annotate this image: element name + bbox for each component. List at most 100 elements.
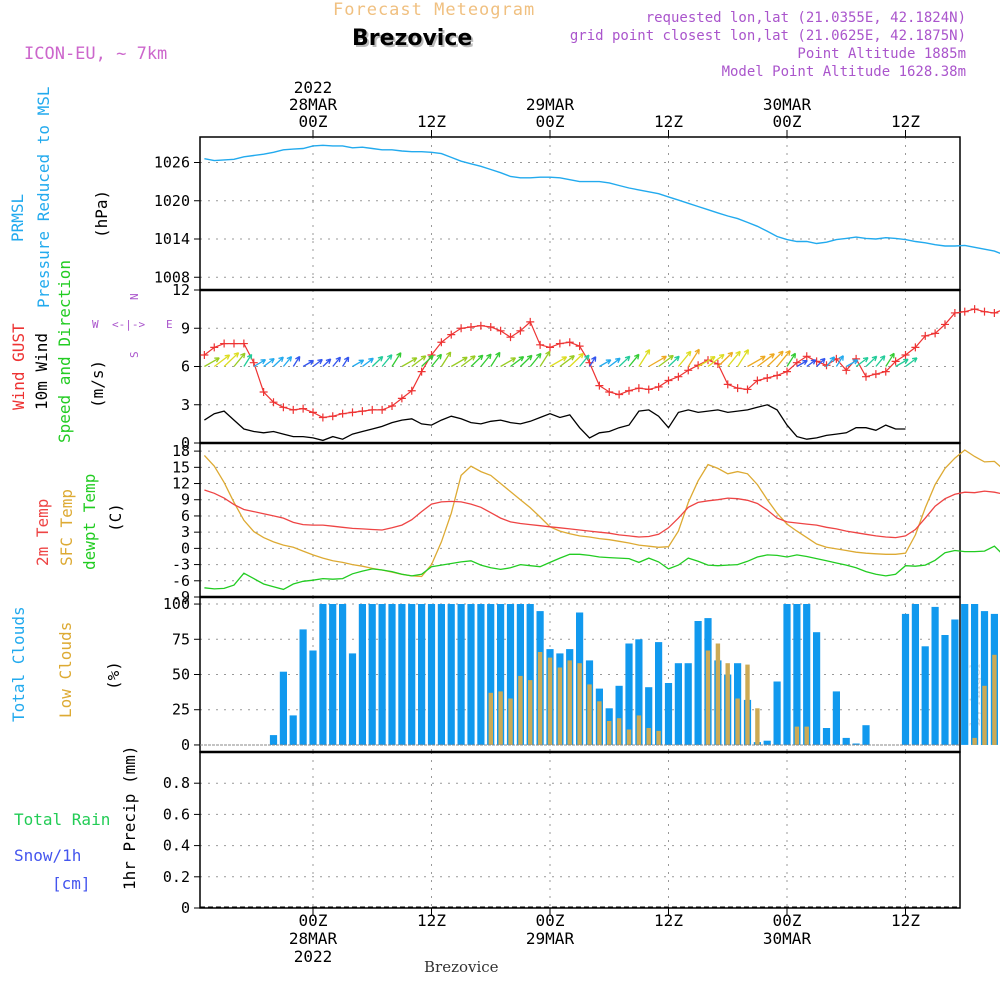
total-cloud-bar (358, 604, 366, 745)
gust-marker (546, 343, 554, 352)
wind-direction-arrow (599, 359, 612, 368)
total-cloud-bar (368, 604, 376, 745)
wind-direction-arrow (835, 355, 844, 367)
total-cloud-bar (427, 604, 436, 745)
wind-direction-arrow (312, 358, 323, 368)
total-cloud-bar (971, 604, 979, 745)
total-cloud-bar (921, 646, 929, 745)
total-cloud-bar (852, 743, 860, 745)
y-tick-label: 9 (181, 319, 190, 337)
temp2m-line (204, 489, 1000, 539)
gust-marker (388, 402, 396, 411)
total-cloud-bar (506, 604, 515, 745)
low-cloud-bar (992, 654, 997, 745)
gust-marker (891, 357, 900, 366)
bottom-tick-hour: 12Z (417, 911, 446, 930)
y-tick-label: 1014 (154, 230, 190, 248)
low-cloud-bar (646, 728, 651, 745)
low-cloud-bar (567, 660, 572, 745)
gust-marker (871, 370, 880, 379)
gust-marker (773, 371, 782, 380)
wind-direction-arrow (440, 351, 452, 367)
total-cloud-bar (497, 604, 505, 745)
total-cloud-bar (269, 735, 278, 745)
gust-marker (437, 338, 446, 347)
wind-direction-arrow (362, 357, 374, 368)
total-cloud-bar (813, 632, 821, 745)
y-tick-label: 25 (172, 701, 190, 719)
prmsl-line (204, 144, 1000, 254)
low-cloud-bar (528, 680, 533, 745)
total-cloud-bar (615, 685, 623, 745)
cloud-panel: 0 25 50 75 100 (163, 595, 998, 754)
low-cloud-bar (755, 708, 760, 745)
wind-direction-arrow (500, 357, 517, 368)
low-cloud-bar (656, 730, 661, 745)
wind-direction-arrow (430, 353, 443, 367)
total-cloud-bar (447, 604, 455, 745)
total-cloud-bar (378, 604, 386, 745)
wind-direction-arrow (263, 357, 275, 368)
gust-marker (654, 382, 663, 391)
total-cloud-bar (822, 728, 831, 745)
wind-direction-arrow (243, 353, 253, 367)
total-cloud-bar (931, 606, 939, 745)
top-tick-hour: 12Z (891, 112, 920, 131)
top-tick-hour: 00Z (773, 112, 802, 131)
bottom-tick-date: 29MAR (526, 929, 575, 948)
gust-marker (664, 376, 673, 385)
total-cloud-bar (625, 643, 633, 745)
wind-direction-arrow (510, 356, 525, 368)
top-tick-year: 2022 (294, 78, 333, 97)
wind-direction-arrow (204, 357, 220, 368)
y-tick-label: 12 (172, 281, 190, 299)
total-cloud-bar (911, 604, 919, 745)
total-cloud-bar (467, 604, 475, 745)
low-cloud-bar (804, 726, 809, 745)
gust-marker (615, 390, 624, 399)
gust-marker (595, 381, 604, 390)
model-altitude: Model Point Altitude 1628.38m (721, 64, 966, 80)
low-cloud-bar (537, 652, 543, 745)
low-cloud-bar (715, 643, 721, 745)
total-cloud-bar (773, 681, 781, 745)
total-cloud-bar (329, 604, 337, 745)
gust-marker (763, 373, 772, 382)
wind-direction-arrow (292, 355, 301, 367)
gust-marker (931, 329, 940, 338)
y-tick-label: 0 (181, 434, 190, 452)
wind-direction-arrow (766, 350, 784, 367)
wind-direction-arrow (825, 356, 836, 367)
wind-panel: 0 3 6 9 12 (172, 281, 1000, 452)
wind-direction-arrow (490, 351, 501, 367)
gust-marker (960, 307, 969, 316)
total-cloud-bar (408, 604, 416, 745)
gust-marker (990, 308, 999, 317)
gust-marker (299, 404, 308, 413)
total-cloud-bar (398, 604, 406, 745)
wind-direction-arrow (885, 352, 895, 367)
gust-marker (467, 322, 475, 331)
total-cloud-bar (516, 604, 524, 745)
gust-marker (941, 320, 949, 329)
compass-arrows-icon: <-|-> (112, 318, 146, 331)
y-tick-label: 9 (181, 491, 190, 509)
low-cloud-bar (607, 721, 612, 745)
total-cloud-bar (793, 604, 801, 745)
top-tick-hour: 12Z (417, 112, 446, 131)
gust-marker (407, 386, 416, 395)
gust-marker (842, 366, 851, 375)
wind-direction-arrow (371, 355, 384, 367)
wind-direction-arrow (697, 356, 716, 368)
gust-marker (516, 326, 525, 335)
total-cloud-bar (487, 604, 495, 745)
wind-direction-arrow (786, 352, 797, 367)
total-cloud-bar (418, 604, 426, 745)
wind-direction-arrow (895, 358, 909, 368)
station-title: Brezovice (352, 26, 473, 51)
low-cloud-bar (577, 663, 582, 745)
low-cloud-bar (705, 650, 711, 745)
gust-marker (210, 343, 219, 352)
total-cloud-bar (842, 737, 850, 745)
